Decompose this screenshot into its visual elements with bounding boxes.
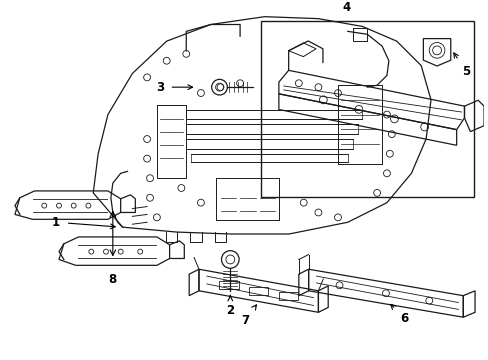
Text: 2: 2 (226, 296, 234, 317)
Text: 7: 7 (241, 305, 256, 327)
Bar (219, 282, 238, 289)
Text: 3: 3 (156, 81, 192, 94)
Bar (278, 292, 298, 300)
Text: 1: 1 (52, 216, 115, 229)
Text: 4: 4 (342, 1, 350, 14)
Bar (248, 287, 268, 295)
Text: 5: 5 (453, 53, 469, 78)
Text: 8: 8 (108, 273, 117, 285)
Bar (261, 21, 473, 197)
Text: 6: 6 (390, 305, 408, 325)
